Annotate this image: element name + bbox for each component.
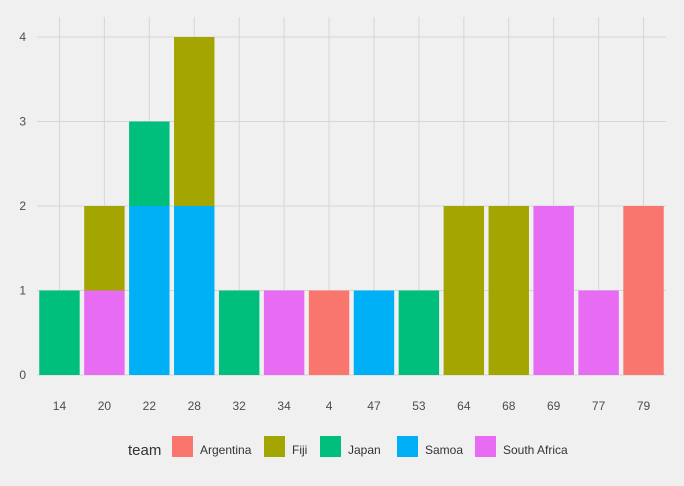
legend-label: Samoa <box>425 443 463 457</box>
bar-segment <box>84 290 125 375</box>
bar-segment <box>84 206 125 291</box>
x-tick-label: 28 <box>188 399 202 413</box>
y-tick-label: 0 <box>19 368 26 382</box>
x-tick-label: 68 <box>502 399 516 413</box>
legend-swatch <box>475 436 496 457</box>
legend-swatch <box>264 436 285 457</box>
x-tick-label: 64 <box>457 399 471 413</box>
x-tick-label: 34 <box>277 399 291 413</box>
x-tick-label: 32 <box>232 399 246 413</box>
x-tick-label: 53 <box>412 399 426 413</box>
bar-segment <box>39 290 80 375</box>
bar-segment <box>398 290 440 375</box>
x-tick-label: 47 <box>367 399 381 413</box>
y-tick-label: 3 <box>19 115 26 129</box>
bar-segment <box>218 290 260 375</box>
bar-segment <box>443 206 485 375</box>
legend-label: Japan <box>348 443 381 457</box>
y-axis: 0 1 2 3 4 <box>19 30 26 382</box>
legend-title: team <box>128 442 161 459</box>
x-tick-label: 22 <box>143 399 157 413</box>
legend-swatch <box>397 436 418 457</box>
x-tick-label: 4 <box>326 399 333 413</box>
bar-segment <box>578 290 619 375</box>
y-tick-label: 2 <box>19 199 26 213</box>
bar-segment <box>623 206 664 375</box>
legend-label: Argentina <box>200 443 252 457</box>
bar-segment <box>174 37 215 206</box>
bars <box>39 37 664 375</box>
x-tick-label: 14 <box>53 399 67 413</box>
legend-label: Fiji <box>292 443 307 457</box>
legend: team Argentina Fiji Japan Samoa South Africa <box>128 436 568 459</box>
bar-segment <box>174 206 215 375</box>
x-tick-label: 79 <box>637 399 651 413</box>
x-tick-label: 77 <box>592 399 606 413</box>
x-axis: 14 20 22 28 32 34 4 47 53 64 68 69 77 79 <box>53 399 651 413</box>
x-tick-label: 69 <box>547 399 561 413</box>
legend-label: South Africa <box>503 443 568 457</box>
bar-segment <box>308 290 350 375</box>
y-tick-label: 1 <box>19 284 26 298</box>
bar-segment <box>488 206 529 375</box>
x-tick-label: 20 <box>98 399 112 413</box>
bar-segment <box>263 290 305 375</box>
bar-segment <box>129 206 170 375</box>
bar-segment <box>129 121 170 206</box>
bar-segment <box>533 206 574 375</box>
y-tick-label: 4 <box>19 30 26 44</box>
legend-swatch <box>172 436 193 457</box>
legend-swatch <box>320 436 341 457</box>
bar-segment <box>353 290 395 375</box>
